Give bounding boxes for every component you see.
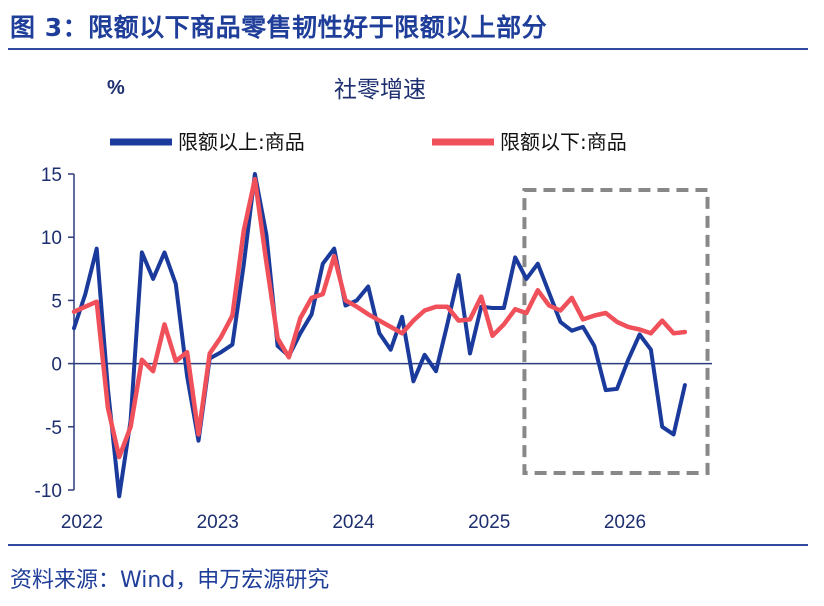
series-line-below [71,176,688,460]
highlight-box [522,188,710,475]
y-tick-label: -5 [45,418,62,439]
y-tick-label: -10 [35,481,62,502]
chart-title: 社零增速 [334,77,426,103]
y-tick-label: 15 [41,165,62,186]
x-tick-label: 2026 [604,512,646,533]
legend: 限额以上:商品 限额以下:商品 [110,130,627,154]
x-tick-label: 2025 [468,512,510,533]
source-rule [8,544,808,546]
legend-label-above: 限额以上:商品 [178,130,305,154]
figure-title: 图 3：限额以下商品零售韧性好于限额以上部分 [10,13,548,42]
y-tick-label: 10 [41,228,62,249]
x-tick-label: 2023 [197,512,239,533]
y-tick-label: 5 [51,291,62,312]
y-unit-label: % [107,77,125,99]
title-rule [8,48,808,50]
x-tick-label: 2024 [332,512,375,533]
plot-area: 15 10 5 0 -5 -10 2022 2023 2024 2025 2026 [35,165,712,533]
legend-label-below: 限额以下:商品 [500,130,627,154]
source-note: 资料来源：Wind，申万宏源研究 [10,568,330,593]
series-line-above [72,172,687,499]
y-tick-label: 0 [51,355,62,376]
x-tick-label: 2022 [61,512,103,533]
